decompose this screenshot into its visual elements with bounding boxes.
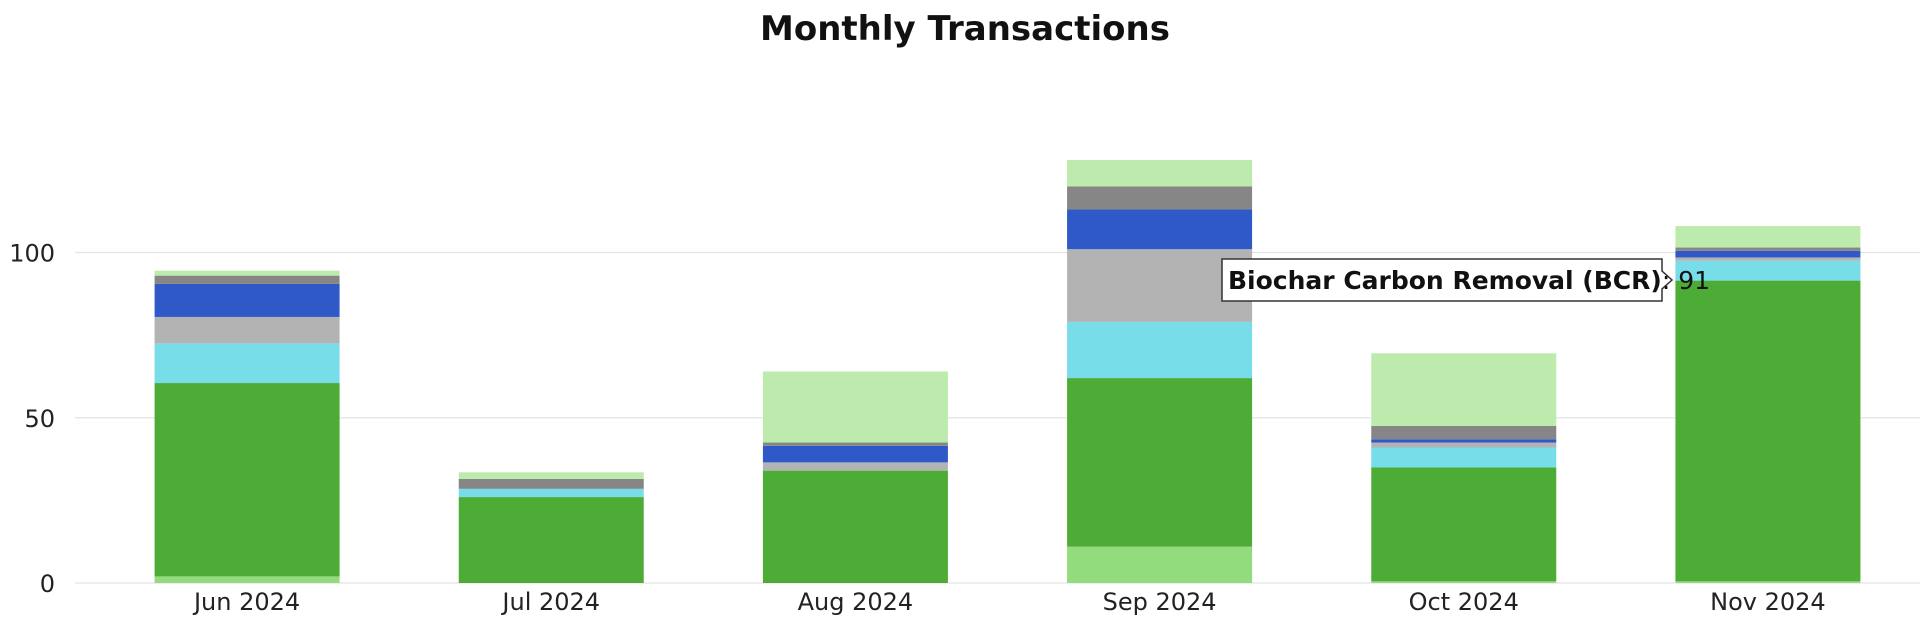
y-axis-ticks: 0 50 100 (9, 240, 55, 599)
tooltip-text: Biochar Carbon Removal (BCR): 91 (1228, 266, 1710, 295)
bar-stack[interactable] (458, 472, 644, 583)
bar-segment-1[interactable] (1371, 467, 1557, 582)
chart-title: Monthly Transactions (760, 9, 1170, 49)
bar-segment-0[interactable] (154, 576, 340, 583)
tooltip-value: 91 (1678, 266, 1710, 295)
bar-segment-2[interactable] (1067, 321, 1253, 379)
bar-segment-6[interactable] (154, 270, 340, 276)
bar-segment-2[interactable] (458, 488, 644, 498)
bar-segment-0[interactable] (1371, 581, 1557, 583)
bar-segment-5[interactable] (154, 275, 340, 284)
bar-stack[interactable] (154, 270, 340, 583)
bar-segment-1[interactable] (1067, 378, 1253, 547)
bar-segment-4[interactable] (762, 445, 948, 463)
bar-stack[interactable] (1067, 159, 1253, 583)
bar-segment-5[interactable] (1675, 247, 1861, 251)
bar-segment-5[interactable] (458, 478, 644, 489)
bar-segment-2[interactable] (1371, 447, 1557, 468)
bars[interactable] (154, 159, 1861, 583)
bar-segment-6[interactable] (458, 472, 644, 479)
y-tick-label: 50 (24, 405, 55, 433)
y-tick-label: 0 (40, 570, 55, 598)
tooltip-colon: : (1662, 266, 1678, 295)
bar-segment-4[interactable] (1371, 439, 1557, 443)
bar-stack[interactable] (762, 371, 948, 583)
bar-segment-3[interactable] (154, 316, 340, 344)
bar-segment-0[interactable] (1675, 581, 1861, 583)
gridlines (75, 251, 1920, 584)
bar-segment-6[interactable] (1675, 226, 1861, 248)
bar-segment-1[interactable] (1675, 280, 1861, 582)
bar-segment-5[interactable] (1371, 426, 1557, 440)
bar-stack[interactable] (1371, 353, 1557, 583)
x-tick-label: Jul 2024 (500, 588, 600, 616)
bar-segment-2[interactable] (154, 343, 340, 384)
bar-segment-2[interactable] (1675, 260, 1861, 281)
bar-segment-1[interactable] (762, 470, 948, 583)
tooltip: Biochar Carbon Removal (BCR): 91 (1221, 258, 1710, 302)
x-tick-label: Oct 2024 (1409, 588, 1519, 616)
bar-segment-1[interactable] (154, 383, 340, 577)
tooltip-label: Biochar Carbon Removal (BCR) (1228, 266, 1662, 295)
bar-segment-4[interactable] (154, 283, 340, 317)
bar-segment-1[interactable] (458, 497, 644, 583)
bar-stack[interactable] (1675, 226, 1861, 583)
bar-segment-6[interactable] (1067, 159, 1253, 187)
y-tick-label: 100 (9, 240, 55, 268)
bar-segment-6[interactable] (762, 371, 948, 443)
bar-segment-4[interactable] (1675, 250, 1861, 258)
bar-segment-3[interactable] (762, 462, 948, 471)
bar-segment-3[interactable] (1675, 257, 1861, 261)
bar-segment-4[interactable] (1067, 209, 1253, 250)
x-tick-label: Aug 2024 (798, 588, 914, 616)
x-tick-label: Sep 2024 (1103, 588, 1217, 616)
bar-segment-5[interactable] (1067, 186, 1253, 210)
bar-segment-3[interactable] (1371, 442, 1557, 448)
bar-segment-5[interactable] (762, 442, 948, 446)
x-tick-label: Nov 2024 (1710, 588, 1826, 616)
x-axis-ticks: Jun 2024 Jul 2024 Aug 2024 Sep 2024 Oct 2024… (192, 588, 1826, 616)
bar-segment-0[interactable] (1067, 546, 1253, 583)
tooltip-box (1221, 258, 1674, 302)
x-tick-label: Jun 2024 (192, 588, 300, 616)
bar-segment-6[interactable] (1371, 353, 1557, 427)
